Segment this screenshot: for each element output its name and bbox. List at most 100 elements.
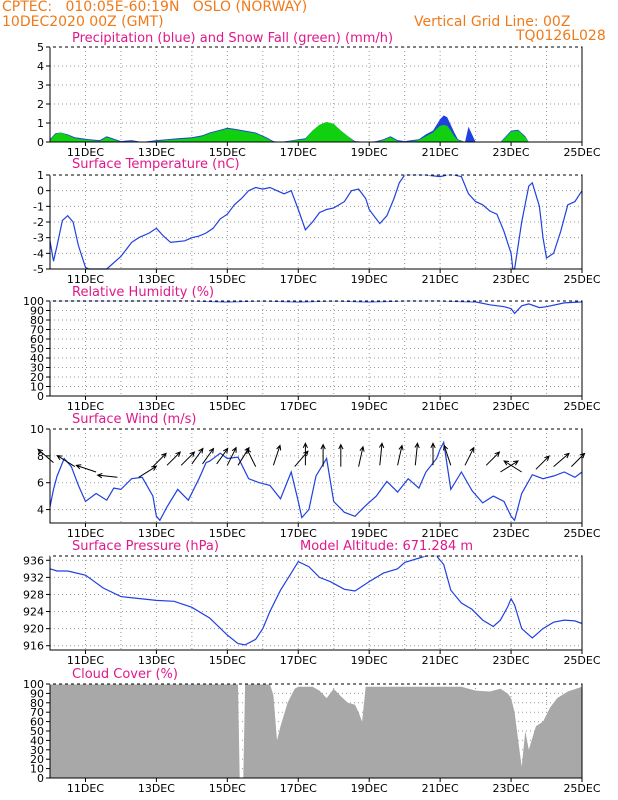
y-tick-label: 928	[23, 588, 44, 601]
x-tick-label: 19DEC	[351, 146, 388, 159]
x-tick-label: 25DEC	[563, 654, 600, 667]
wind-arrow	[320, 443, 326, 467]
y-tick-label: 3	[37, 79, 44, 92]
x-tick-label: 19DEC	[351, 654, 388, 667]
y-tick-label: 0	[37, 185, 44, 198]
wind-arrow	[246, 447, 257, 467]
y-tick-label: 2	[37, 98, 44, 111]
grid-line-note: Vertical Grid Line: 00Z	[414, 14, 571, 30]
y-tick-label: -3	[33, 232, 44, 245]
y-tick-label: 60	[30, 716, 44, 729]
wind-arrow	[535, 455, 550, 470]
x-tick-label: 17DEC	[280, 273, 317, 286]
station-line: CPTEC: 010:05E-60:19N OSLO (NORWAY)	[2, 0, 308, 15]
x-tick-label: 17DEC	[280, 782, 317, 795]
wind-arrow	[138, 465, 158, 478]
wind-arrow	[338, 443, 344, 467]
y-tick-label: 80	[30, 314, 44, 327]
y-tick-label: 30	[30, 362, 44, 375]
wind-arrow	[272, 444, 282, 466]
y-tick-label: 924	[23, 606, 44, 619]
wind-arrow	[226, 446, 237, 466]
x-tick-label: 19DEC	[351, 273, 388, 286]
model-code: TQ0126L028	[516, 28, 606, 44]
series-line-0	[49, 174, 583, 270]
x-tick-label: 23DEC	[493, 654, 530, 667]
y-tick-label: 60	[30, 333, 44, 346]
x-tick-label: 25DEC	[563, 782, 600, 795]
wind-arrow	[166, 451, 182, 466]
x-tick-label: 11DEC	[67, 146, 104, 159]
x-tick-label: 17DEC	[280, 400, 317, 413]
x-tick-label: 17DEC	[280, 654, 317, 667]
y-tick-label: 5	[37, 41, 44, 54]
wind-arrow	[56, 454, 76, 468]
y-tick-label: 1	[37, 117, 44, 130]
x-tick-label: 13DEC	[138, 527, 175, 540]
y-tick-label: 0	[37, 136, 44, 149]
series-area-0	[50, 684, 582, 778]
x-tick-label: 23DEC	[493, 273, 530, 286]
y-tick-label: 916	[23, 640, 44, 653]
panel-3: 4 6 8 10 11DEC 13DEC 15DEC 17DEC 19DEC 21DEC 23DEC…	[30, 412, 601, 540]
y-tick-label: 100	[23, 295, 44, 308]
x-tick-label: 21DEC	[422, 400, 459, 413]
panel-4: 916 920 924 928 932 936 11DEC 13DEC 15DEC 17DEC 19…	[23, 539, 601, 667]
x-tick-label: 25DEC	[563, 400, 600, 413]
y-tick-label: 8	[37, 450, 44, 463]
wind-arrow	[202, 447, 215, 465]
wind-arrow	[378, 442, 385, 466]
wind-arrow	[191, 447, 204, 465]
y-tick-label: -4	[33, 247, 44, 260]
x-tick-label: 25DEC	[563, 527, 600, 540]
x-tick-label: 11DEC	[67, 654, 104, 667]
x-tick-label: 21DEC	[422, 654, 459, 667]
y-tick-label: -1	[33, 200, 44, 213]
x-tick-label: 21DEC	[422, 273, 459, 286]
x-tick-label: 23DEC	[493, 400, 530, 413]
x-tick-label: 11DEC	[67, 400, 104, 413]
panel-title: Precipitation (blue) and Snow Fall (gree…	[72, 31, 393, 46]
x-tick-label: 15DEC	[209, 782, 246, 795]
panel-title: Cloud Cover (%)	[72, 667, 178, 682]
panel-title: Surface Pressure (hPa)	[72, 539, 219, 554]
y-tick-label: 0	[37, 772, 44, 785]
y-tick-label: 1	[37, 169, 44, 182]
y-tick-label: 6	[37, 477, 44, 490]
x-tick-label: 15DEC	[209, 654, 246, 667]
x-tick-label: 15DEC	[209, 273, 246, 286]
series-line-0	[49, 555, 583, 646]
series-line-0	[50, 300, 583, 315]
series-area-1	[50, 122, 582, 142]
y-tick-label: 90	[30, 305, 44, 318]
x-tick-label: 21DEC	[422, 782, 459, 795]
wind-arrow	[397, 444, 404, 466]
y-tick-label: 10	[30, 763, 44, 776]
x-tick-label: 13DEC	[138, 273, 175, 286]
wind-arrow	[96, 473, 118, 479]
wind-arrow	[216, 447, 229, 465]
y-tick-label: 4	[37, 60, 44, 73]
y-tick-label: -2	[33, 216, 44, 229]
x-tick-label: 13DEC	[138, 146, 175, 159]
x-tick-label: 19DEC	[351, 400, 388, 413]
x-tick-label: 13DEC	[138, 654, 175, 667]
panel-1: -5 -4 -3 -2 -1 0 1 11DEC 13DEC 15DEC 17DEC 19DEC 21D…	[33, 157, 601, 286]
y-tick-label: 10	[30, 423, 44, 436]
x-tick-label: 17DEC	[280, 146, 317, 159]
y-tick-label: 100	[23, 678, 44, 691]
wind-arrow	[414, 442, 420, 466]
y-tick-label: 50	[30, 725, 44, 738]
x-tick-label: 21DEC	[422, 527, 459, 540]
y-tick-label: 30	[30, 744, 44, 757]
y-tick-label: 50	[30, 343, 44, 356]
y-tick-label: 920	[23, 623, 44, 636]
y-tick-label: -5	[33, 263, 44, 276]
wind-arrow	[553, 452, 570, 467]
wind-arrow	[571, 452, 586, 467]
panel-title: Relative Humidity (%)	[72, 285, 214, 300]
y-tick-label: 932	[23, 571, 44, 584]
y-tick-label: 70	[30, 706, 44, 719]
wind-arrow	[358, 445, 365, 467]
